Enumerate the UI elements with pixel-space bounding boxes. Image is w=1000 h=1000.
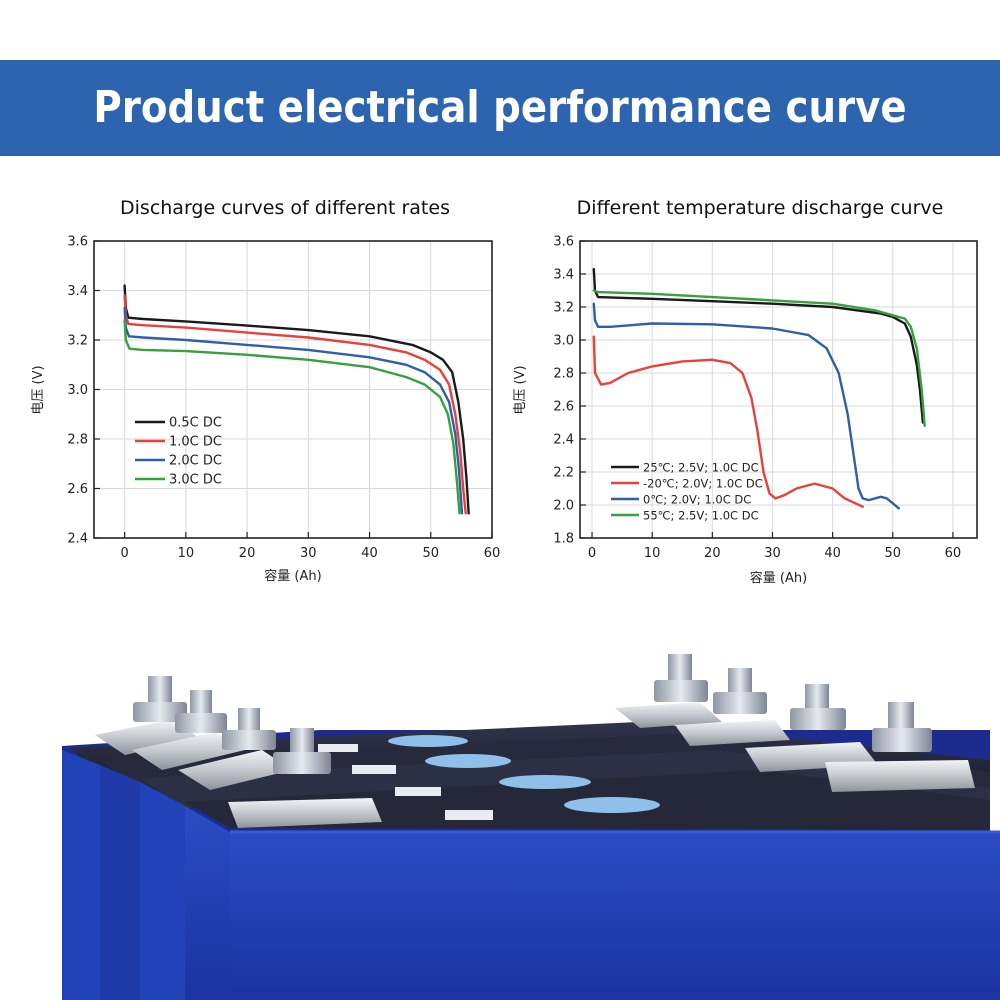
- y-tick-label: 2.2: [553, 466, 574, 481]
- title-banner: Product electrical performance curve: [0, 60, 1000, 156]
- x-tick-label: 30: [764, 546, 781, 561]
- legend-label: 55℃; 2.5V; 1.0C DC: [643, 509, 759, 523]
- banner-title: Product electrical performance curve: [93, 82, 907, 133]
- y-tick-label: 2.8: [553, 367, 574, 382]
- x-tick-label: 20: [239, 546, 256, 561]
- x-tick-label: 0: [120, 546, 128, 561]
- series-line-4: [123, 319, 461, 515]
- legend-label: 25℃; 2.5V; 1.0C DC: [643, 461, 759, 475]
- series-line-2: [592, 335, 864, 508]
- chart-title-temperature: Different temperature discharge curve: [576, 197, 944, 219]
- legend-label: 2.0C DC: [169, 454, 222, 469]
- legend-label: 0.5C DC: [169, 416, 222, 431]
- y-tick-label: 3.4: [553, 268, 574, 283]
- x-tick-label: 60: [484, 546, 501, 561]
- x-tick-label: 30: [300, 546, 317, 561]
- x-axis-label: 容量 (Ah): [264, 568, 321, 584]
- y-tick-label: 1.8: [553, 532, 574, 547]
- legend-label: 3.0C DC: [169, 473, 222, 488]
- y-tick-label: 3.6: [553, 235, 574, 250]
- series-line-4: [592, 289, 926, 427]
- series-line-3: [592, 302, 900, 510]
- legend-label: -20℃; 2.0V; 1.0C DC: [643, 477, 763, 491]
- y-tick-label: 3.0: [67, 383, 88, 398]
- plot-frame: [579, 240, 978, 539]
- series-line-1: [123, 284, 470, 515]
- y-axis-label: 电压 (V): [31, 365, 46, 414]
- charts-canvas: 0 10 20 30 40 50 60 2.4 2.6 2.8 3.0 3.2 3.4 3.6 容量 (Ah…: [31, 235, 978, 586]
- x-tick-label: 60: [945, 546, 962, 561]
- chart-2: 0 10 20 30 40 50 60 1.8 2.0 2.2 2.4 2.6 2.8 3.0 3.2 3.4…: [513, 235, 978, 586]
- y-tick-label: 2.4: [67, 532, 88, 547]
- x-tick-label: 10: [644, 546, 661, 561]
- legend-label: 0℃; 2.0V; 1.0C DC: [643, 493, 751, 507]
- series-line-1: [592, 267, 925, 424]
- x-tick-label: 40: [361, 546, 378, 561]
- series-line-3: [123, 306, 464, 515]
- y-tick-label: 3.2: [67, 334, 88, 349]
- x-tick-label: 40: [824, 546, 841, 561]
- cell-stack: [62, 654, 1000, 1000]
- y-tick-label: 2.6: [553, 400, 574, 415]
- y-tick-label: 3.4: [67, 284, 88, 299]
- y-tick-label: 3.2: [553, 301, 574, 316]
- x-tick-label: 0: [588, 546, 596, 561]
- x-tick-label: 20: [704, 546, 721, 561]
- x-tick-label: 50: [422, 546, 439, 561]
- y-tick-label: 2.6: [67, 482, 88, 497]
- legend-label: 1.0C DC: [169, 435, 222, 450]
- chart-1: 0 10 20 30 40 50 60 2.4 2.6 2.8 3.0 3.2 3.4 3.6 容量 (Ah…: [31, 235, 500, 585]
- x-tick-label: 10: [178, 546, 195, 561]
- chart-title-rates: Discharge curves of different rates: [120, 197, 450, 219]
- y-tick-label: 2.8: [67, 433, 88, 448]
- y-axis-label: 电压 (V): [513, 365, 528, 414]
- x-tick-label: 50: [885, 546, 902, 561]
- series-line-2: [123, 294, 467, 515]
- y-tick-label: 3.6: [67, 235, 88, 250]
- x-axis-label: 容量 (Ah): [750, 570, 807, 586]
- y-tick-label: 2.4: [553, 433, 574, 448]
- y-tick-label: 3.0: [553, 334, 574, 349]
- battery-cells-photo: [62, 654, 1000, 1000]
- y-tick-label: 2.0: [553, 499, 574, 514]
